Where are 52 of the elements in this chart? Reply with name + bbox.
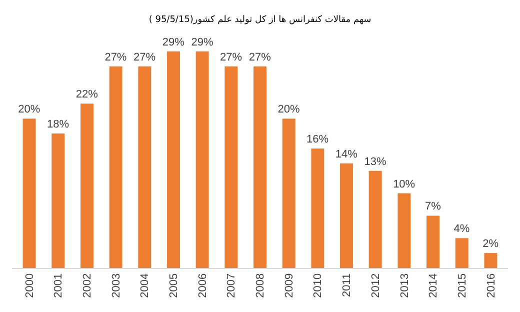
data-label: 7% [424, 200, 442, 213]
data-label: 22% [76, 88, 98, 101]
bar [52, 134, 65, 268]
x-tick-label: 2005 [168, 273, 180, 298]
data-label: 29% [162, 36, 185, 48]
x-tick-label: 2009 [283, 273, 296, 298]
bar [398, 193, 411, 268]
bar [109, 66, 122, 268]
x-tick-label: 2004 [139, 273, 152, 298]
x-tick-label: 2008 [254, 273, 267, 298]
bar [196, 51, 209, 268]
bar [455, 238, 468, 268]
x-tick-label: 2003 [110, 273, 122, 298]
data-label: 20% [18, 104, 40, 116]
bar [80, 104, 94, 268]
data-label: 10% [393, 178, 416, 190]
data-label: 18% [47, 118, 70, 131]
data-label: 27% [220, 51, 242, 64]
x-tick-label: 2012 [370, 273, 382, 298]
bar [340, 163, 353, 268]
data-label: 29% [191, 36, 214, 48]
bar [368, 170, 382, 268]
data-label: 27% [248, 51, 272, 64]
data-label: 4% [454, 223, 470, 236]
x-tick-label: 2007 [226, 273, 238, 298]
x-tick-label: 2014 [428, 273, 440, 298]
x-tick-label: 2002 [82, 273, 94, 298]
chart-title: سهم مقالات کنفرانس ها از کل تولید علم کشور(95/5/15 ) [148, 14, 372, 25]
data-label: 16% [306, 134, 329, 146]
bar [138, 66, 152, 268]
data-label: 14% [335, 148, 358, 160]
x-tick-label: 2015 [456, 273, 468, 298]
x-tick-label: 2013 [398, 273, 411, 298]
bar [282, 118, 296, 268]
data-label: 20% [278, 104, 300, 116]
bar [224, 66, 238, 268]
bar [484, 253, 498, 268]
data-label: 13% [364, 156, 386, 168]
bar [311, 148, 324, 268]
data-label: 27% [134, 51, 156, 64]
data-label: 2% [482, 238, 499, 250]
x-tick-label: 2016 [485, 273, 498, 298]
x-tick-label: 2010 [312, 273, 324, 298]
x-tick-label: 2006 [196, 273, 209, 298]
bar [22, 118, 36, 268]
bar [167, 51, 180, 268]
x-tick-label: 2000 [24, 273, 36, 298]
x-tick-label: 2001 [52, 273, 65, 298]
x-tick-label: 2011 [341, 273, 354, 298]
bar [254, 66, 266, 268]
data-label: 27% [104, 51, 127, 64]
bar [426, 216, 440, 268]
